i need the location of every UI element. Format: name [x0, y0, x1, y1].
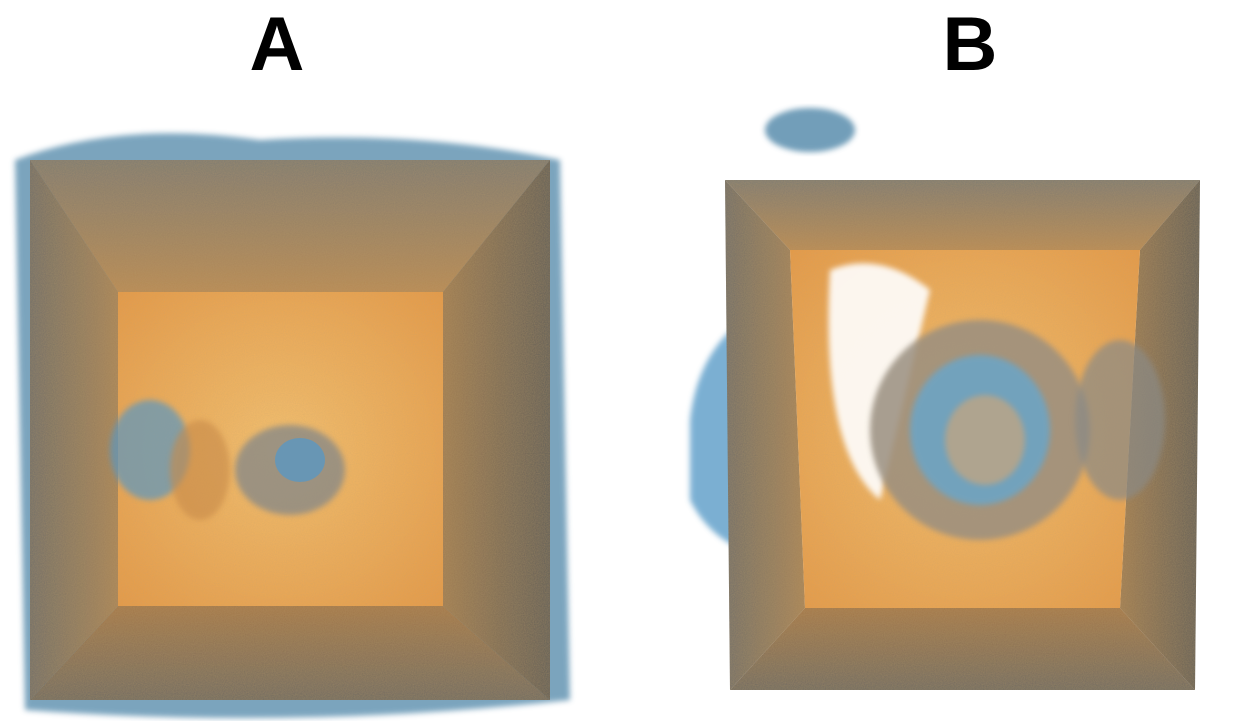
panel-label: B	[943, 2, 998, 87]
panel-label: A	[250, 2, 305, 87]
render-b	[690, 108, 1200, 690]
page: A B (() => { const data = JSON.parse(doc…	[0, 0, 1256, 721]
render-a	[15, 133, 570, 718]
figure: A B	[0, 0, 1256, 721]
